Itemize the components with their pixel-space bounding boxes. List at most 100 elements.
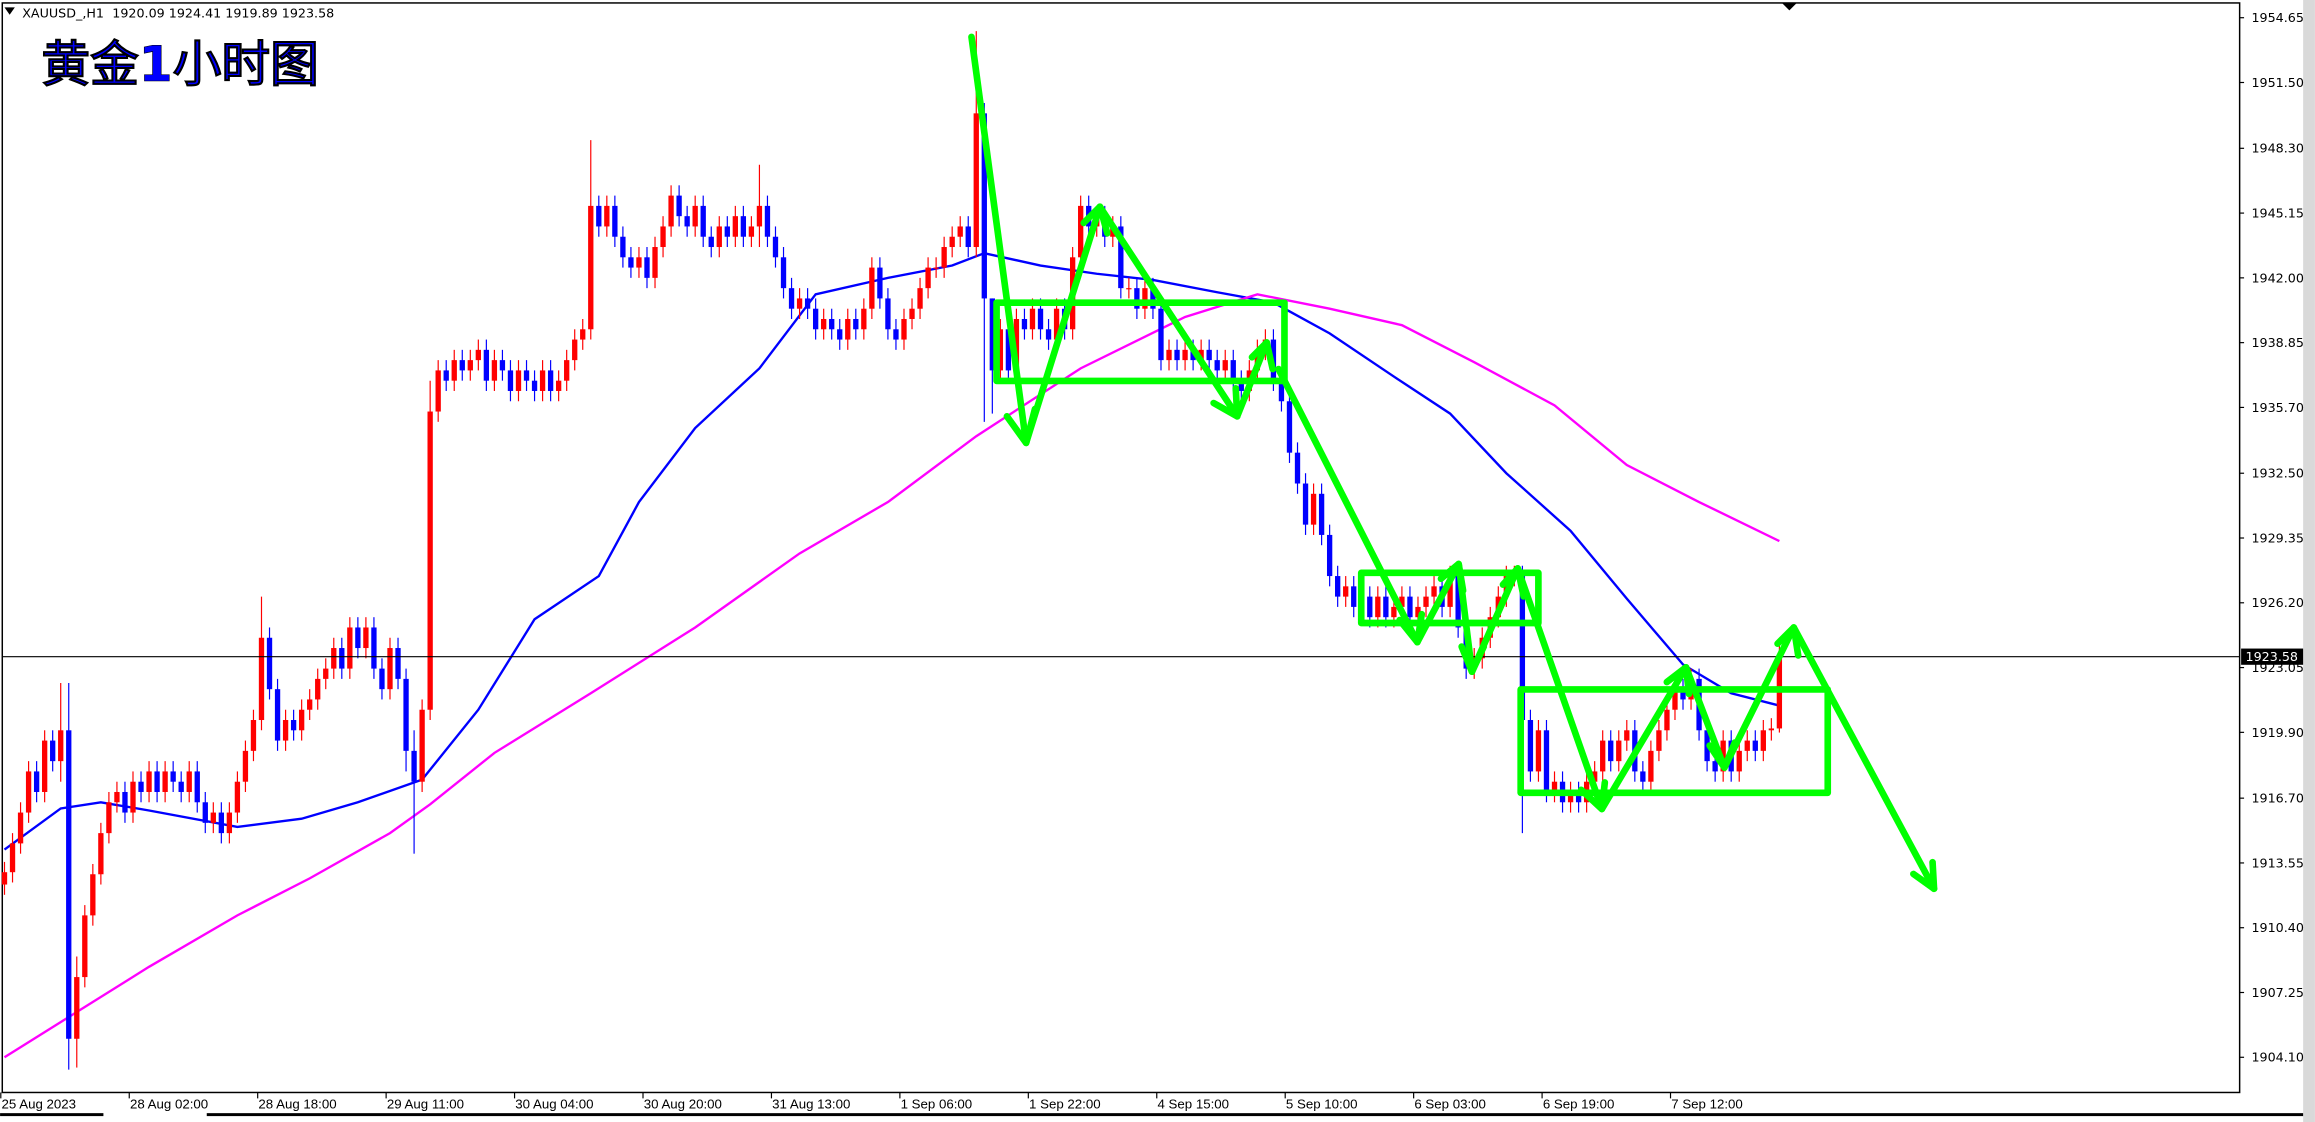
chart-shift-marker-icon[interactable] xyxy=(1781,2,1797,11)
candle xyxy=(917,277,923,319)
candle-body xyxy=(443,370,449,381)
y-tick-label: 1907.25 xyxy=(2251,985,2303,1000)
x-tick-label: 4 Sep 15:00 xyxy=(1158,1097,1230,1112)
candle-body xyxy=(1664,709,1670,731)
candle-body xyxy=(1302,483,1309,525)
candle xyxy=(877,257,883,309)
candle xyxy=(9,833,16,883)
candle-body xyxy=(250,720,257,751)
candle xyxy=(628,247,634,278)
candle-body xyxy=(523,370,530,381)
candle xyxy=(1648,740,1654,792)
candle-body xyxy=(869,267,875,309)
candle xyxy=(339,637,345,679)
candle-body xyxy=(837,329,843,340)
candle-body xyxy=(1005,329,1012,371)
candle xyxy=(66,682,72,1070)
candle-body xyxy=(234,781,241,813)
candle xyxy=(612,195,618,248)
candle xyxy=(1326,524,1333,587)
candle-body xyxy=(1640,771,1646,782)
candle-body xyxy=(242,750,249,782)
candle-body xyxy=(1455,576,1461,628)
candle-body xyxy=(427,411,433,710)
bottom-scrollbar[interactable] xyxy=(206,1113,2304,1117)
candle xyxy=(1302,473,1309,535)
arrow-down-icon xyxy=(1706,739,1739,772)
arrow-up-icon xyxy=(1248,339,1276,373)
candle-body xyxy=(604,205,610,227)
candle-body xyxy=(507,370,514,391)
candle xyxy=(1206,339,1212,371)
x-tick-label: 6 Sep 19:00 xyxy=(1543,1097,1615,1112)
candle xyxy=(1760,720,1766,762)
candle xyxy=(580,318,586,350)
candle xyxy=(804,288,811,319)
window-scrollbar[interactable] xyxy=(2303,0,2315,1122)
candle-body xyxy=(612,205,618,237)
symbol-menu-triangle-icon[interactable] xyxy=(4,7,15,15)
candle-body xyxy=(1182,349,1188,361)
current-price-label: 1923.58 xyxy=(2246,649,2298,664)
candle xyxy=(1,861,8,895)
candle xyxy=(1351,576,1357,618)
candle-body xyxy=(821,318,827,330)
candle-body xyxy=(748,226,755,237)
candle xyxy=(1335,565,1341,607)
candle-body xyxy=(1198,349,1204,361)
candle xyxy=(764,195,771,248)
candle-body xyxy=(1343,586,1349,597)
candle-body xyxy=(1013,318,1020,371)
candle xyxy=(909,298,915,330)
candle-body xyxy=(371,627,377,669)
candle xyxy=(676,185,682,227)
candle-body xyxy=(307,699,313,710)
candle-body xyxy=(1415,606,1421,618)
candle-body xyxy=(282,720,289,741)
candle-body xyxy=(957,226,963,237)
candle-body xyxy=(660,226,666,248)
bottom-tab-bar xyxy=(0,1113,104,1117)
arrow-down-icon xyxy=(1003,405,1039,447)
y-tick-label: 1954.65 xyxy=(2251,10,2303,25)
candle-body xyxy=(17,812,24,844)
candle xyxy=(1535,720,1542,782)
candle xyxy=(1142,277,1148,319)
candle-body xyxy=(9,843,16,873)
candle xyxy=(274,678,281,751)
trend-zigzag-2 xyxy=(1275,365,1938,893)
consolidation-box-1 xyxy=(993,299,1288,385)
candle-body xyxy=(50,740,56,762)
candle-body xyxy=(323,668,329,679)
candle-body xyxy=(965,226,971,248)
candle-body xyxy=(917,288,923,309)
candle-body xyxy=(1286,401,1293,453)
candle-body xyxy=(1744,740,1750,751)
candle xyxy=(812,298,819,340)
candle xyxy=(1624,720,1630,751)
candle xyxy=(780,247,787,299)
candle-body xyxy=(1310,493,1317,525)
candle xyxy=(1575,781,1582,813)
candle xyxy=(33,761,40,803)
candle xyxy=(282,709,289,751)
candle-body xyxy=(355,627,361,649)
candle-body xyxy=(130,781,136,813)
candle xyxy=(732,205,738,248)
candle-body xyxy=(1535,730,1542,772)
candle-body xyxy=(644,257,650,278)
candle xyxy=(555,370,562,402)
candle xyxy=(1551,771,1558,803)
y-tick-label: 1919.90 xyxy=(2251,725,2303,740)
candle xyxy=(427,380,433,721)
candle-body xyxy=(298,709,305,731)
candle-body xyxy=(804,298,811,309)
candle-body xyxy=(981,113,987,299)
candle xyxy=(114,781,120,813)
candle xyxy=(82,905,88,988)
candle-body xyxy=(941,247,947,268)
candle xyxy=(475,339,481,371)
candle-body xyxy=(1447,576,1453,607)
candle-body xyxy=(1037,308,1044,330)
